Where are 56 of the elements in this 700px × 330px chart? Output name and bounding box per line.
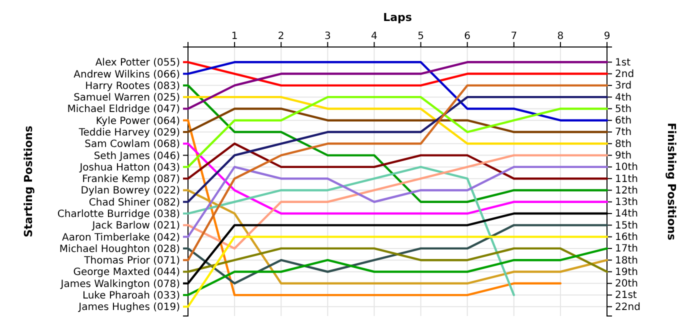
legend-label: Luke Pharoah (033) xyxy=(82,290,180,302)
y-tick-label: 12th xyxy=(615,185,638,196)
y-tick-label: 4th xyxy=(615,92,632,104)
y-tick-label: 7th xyxy=(615,127,632,138)
legend-label: Joshua Hatton (043) xyxy=(78,162,180,174)
legend-label: Frankie Kemp (087) xyxy=(82,174,180,186)
legend-label: Michael Houghton (028) xyxy=(59,244,180,255)
legend-label: Dylan Bowrey (022) xyxy=(80,186,180,197)
x-tick-label: 3 xyxy=(324,31,331,42)
y-tick-label: 15th xyxy=(615,220,638,232)
y-tick-label: 11th xyxy=(615,174,638,185)
legend-label: Harry Rootes (083) xyxy=(85,80,180,92)
legend-label: Thomas Prior (071) xyxy=(83,256,180,267)
y-axis-title: Finishing Positions xyxy=(665,122,678,241)
legend-label: James Walkington (078) xyxy=(60,278,180,290)
x-tick-label: 9 xyxy=(604,31,610,42)
y-tick-label: 14th xyxy=(615,208,638,220)
y-tick-label: 20th xyxy=(615,278,638,290)
x-tick-label: 7 xyxy=(510,31,518,42)
y-tick-label: 2nd xyxy=(615,68,634,80)
legend-label: James Hughes (019) xyxy=(78,302,180,314)
legend-label: Alex Potter (055) xyxy=(95,58,180,69)
legend-label: Teddie Harvey (029) xyxy=(78,128,180,139)
x-tick-label: 6 xyxy=(464,31,471,42)
y-tick-label: 10th xyxy=(615,162,638,174)
legend-label: Sam Cowlam (068) xyxy=(84,139,180,150)
legend-label: Charlotte Burridge (038) xyxy=(57,209,180,220)
x-tick-label: 4 xyxy=(371,31,378,42)
x-tick-label: 5 xyxy=(418,31,424,42)
legend-label: Jack Barlow (021) xyxy=(91,220,180,232)
y-tick-label: 3rd xyxy=(615,80,632,92)
x-tick-label: 8 xyxy=(557,31,564,42)
x-tick-label: 2 xyxy=(278,31,284,42)
x-tick-label: 1 xyxy=(231,31,238,42)
y-tick-label: 9th xyxy=(615,150,632,162)
y-tick-label: 18th xyxy=(615,255,638,266)
y-tick-label: 21st xyxy=(615,290,637,302)
y-tick-label: 13th xyxy=(615,197,638,208)
legend-label: George Maxted (044) xyxy=(73,267,180,278)
legend-title: Starting Positions xyxy=(22,125,35,238)
legend-label: Aaron Timberlake (042) xyxy=(62,232,180,244)
y-tick-label: 6th xyxy=(615,116,632,127)
y-tick-label: 5th xyxy=(615,104,632,115)
y-tick-label: 8th xyxy=(615,138,632,150)
legend-label: Samuel Warren (025) xyxy=(74,92,180,104)
y-tick-label: 17th xyxy=(615,244,638,255)
legend-label: Michael Eldridge (047) xyxy=(67,104,180,116)
y-tick-label: 19th xyxy=(615,266,638,278)
text: Seth James (046) xyxy=(94,150,180,162)
legend-label: Kyle Power (064) xyxy=(96,116,180,127)
y-tick-label: 22nd xyxy=(615,302,640,313)
y-tick-label: 1st xyxy=(615,57,631,68)
y-tick-label: 16th xyxy=(615,232,638,244)
x-axis-title: Laps xyxy=(383,11,412,24)
legend-label: Andrew Wilkins (066) xyxy=(74,69,180,80)
legend-label: Chad Shiner (082) xyxy=(88,197,180,208)
